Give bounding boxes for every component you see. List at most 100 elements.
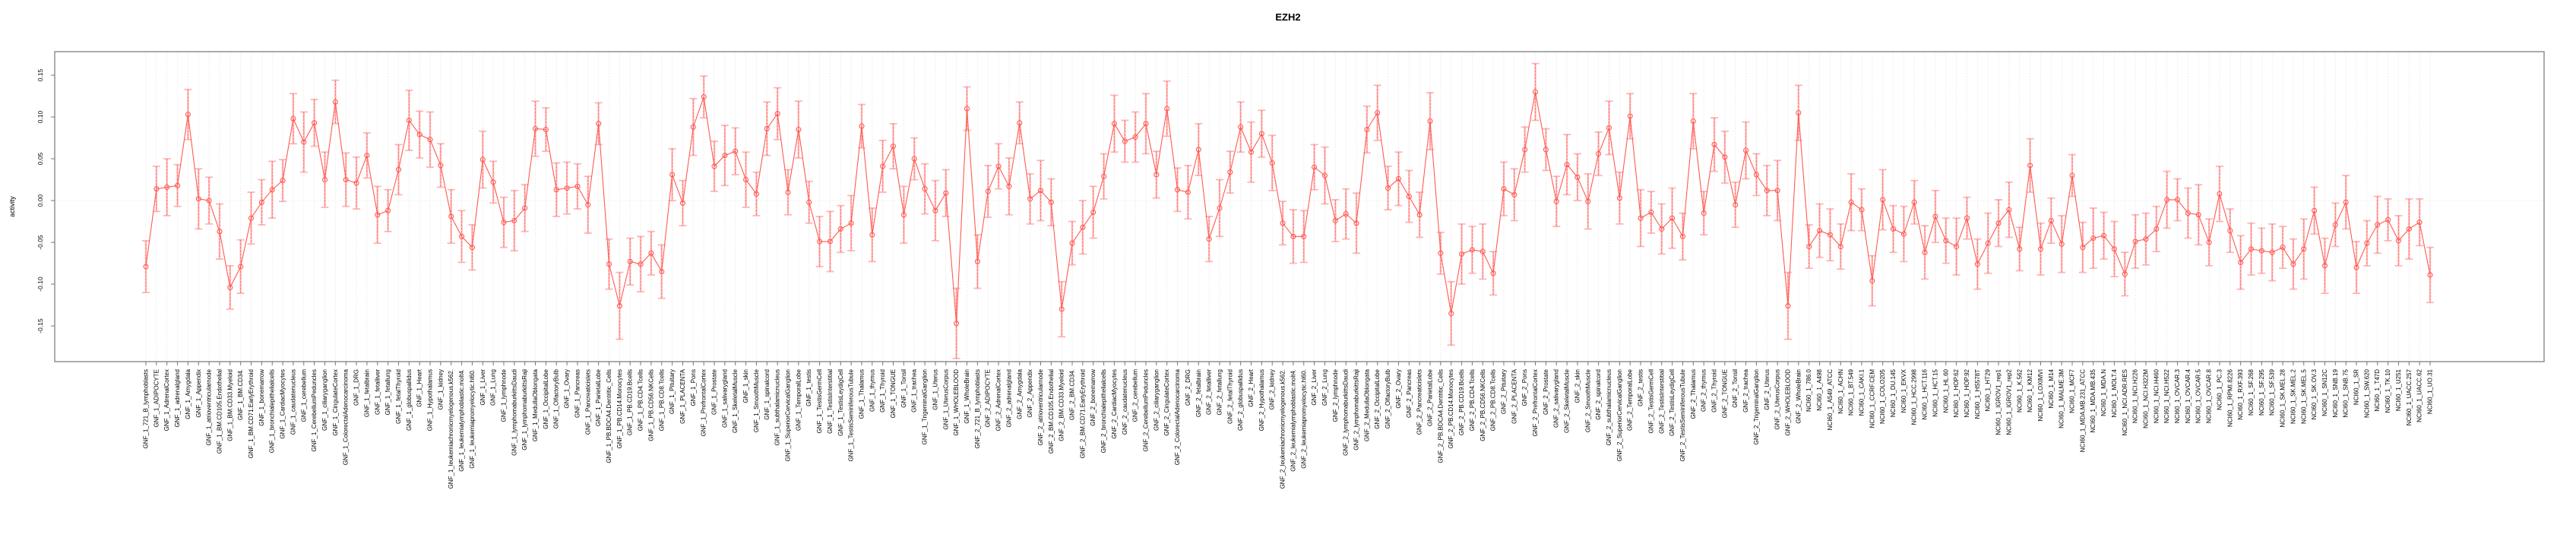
x-category-label: NCI60_1_NCI.H522 [2163, 368, 2170, 423]
x-category-label: NCI60_1_HCT.15 [1932, 368, 1938, 416]
data-point [2174, 197, 2181, 203]
x-category-label: GNF_1_fetalliver [374, 369, 381, 415]
data-point [1511, 191, 1517, 198]
data-point [1585, 198, 1591, 204]
x-category-label: GNF_2_leukemiachronicmyelogenous.k562. [1280, 369, 1286, 489]
x-category-label: GNF_2_lymphomaburkittsDaudi [1343, 369, 1350, 456]
x-category-label: NCI60_1_LOXIMVI [2037, 369, 2044, 421]
x-category-label: NCI60_1_SF.268 [2248, 368, 2255, 415]
x-category-label: NCI60_1_HCC.2998 [1911, 368, 1918, 425]
x-category-label: GNF_1_TestisInterstitial [827, 369, 834, 434]
x-category-label: GNF_2_TestisSeminiferousTubule [1679, 368, 1686, 461]
data-point [659, 268, 665, 275]
data-point [1890, 226, 1897, 232]
data-point [1375, 109, 1381, 116]
x-category-label: NCI60_1_HCT.116 [1922, 368, 1929, 419]
data-point [1774, 188, 1780, 194]
data-point [2185, 210, 2191, 217]
x-category-label: GNF_2_spinalcord [1595, 369, 1602, 420]
data-point [427, 137, 433, 143]
x-category-label: GNF_1_UterusCorpus [942, 369, 949, 430]
data-point [1217, 205, 1223, 211]
x-category-label: NCI60_1_PC.3 [2216, 368, 2223, 409]
data-point [1122, 138, 1128, 144]
x-category-label: GNF_1_spinalcord [764, 369, 771, 420]
data-point [711, 163, 717, 169]
x-category-label: NCI60_1_SR [2353, 369, 2360, 405]
data-point [817, 239, 823, 245]
data-point [1469, 247, 1475, 253]
x-category-label: GNF_2_atrioventricularnode [1037, 368, 1044, 445]
data-point [1574, 174, 1581, 180]
x-category-label: GNF_2_Liver [1311, 369, 1318, 406]
x-category-label: GNF_1_WholeBrain [964, 369, 970, 424]
x-category-label: GNF_2_TestisGermCell [1647, 369, 1654, 434]
data-point [985, 188, 991, 194]
x-category-label: GNF_2_Appendix [1027, 369, 1033, 418]
data-point [1743, 147, 1749, 153]
data-point [1553, 198, 1559, 204]
x-category-label: GNF_2_Amygdala [1016, 368, 1023, 419]
x-category-label: GNF_1_PrefrontalCortex [701, 369, 707, 436]
x-category-label: GNF_1_leukemiachronicmyelogenous.k562. [448, 369, 454, 489]
x-category-label: NCI60_1_OVCAR.4 [2185, 368, 2191, 423]
data-point [995, 163, 1002, 169]
x-category-label: GNF_2_fetalThyroid [1226, 369, 1233, 424]
data-point [2090, 235, 2097, 242]
x-category-label: NCI60_1_OVCAR.5 [2195, 368, 2202, 423]
data-point [669, 172, 676, 178]
data-point [395, 166, 402, 172]
data-point [1869, 278, 1875, 284]
x-category-label: GNF_1_fetallung [385, 369, 391, 415]
data-point [1290, 233, 1296, 239]
x-category-label: NCI60_1_EKVX [1900, 368, 1907, 413]
data-point [1722, 154, 1728, 160]
x-category-label: GNF_2_WHOLEBLOOD [1785, 369, 1792, 436]
x-category-label: GNF_2_Pancreas [1406, 369, 1413, 418]
data-point [448, 213, 454, 220]
x-category-label: GNF_2_CardiacMyocytes [1111, 369, 1118, 439]
data-point [848, 220, 854, 226]
x-category-label: GNF_1_fetalThyroid [395, 369, 402, 424]
x-category-label: GNF_1_Ovary [564, 369, 571, 409]
x-category-label: GNF_1_TONGUE [890, 369, 897, 418]
data-point [1932, 213, 1938, 220]
data-point [859, 123, 865, 129]
data-point [2406, 226, 2412, 232]
data-point [1479, 248, 1486, 255]
data-point [353, 180, 359, 186]
data-point [1596, 150, 1602, 157]
data-point [785, 189, 791, 195]
data-point [774, 111, 780, 117]
x-category-label: GNF_1_leukemiapromyelocytic.hl60. [469, 369, 476, 469]
x-category-label: GNF_2_ParietalLobe [1427, 368, 1434, 426]
data-point [733, 148, 739, 154]
x-category-label: GNF_2_ciliaryganglion [1153, 369, 1160, 431]
x-category-label: GNF_1_Pituitary [669, 369, 676, 414]
x-category-label: GNF_2_CingulateCortex [1163, 369, 1170, 436]
data-point [1679, 233, 1686, 239]
data-point [796, 126, 802, 133]
data-point [2238, 259, 2244, 265]
x-category-label: GNF_1_cerebellum [300, 369, 307, 422]
x-category-label: GNF_1_ADIPOCYTE [153, 369, 160, 427]
data-point [2195, 212, 2201, 218]
x-category-label: NCI60_1_SK.MEL.5 [2300, 368, 2307, 424]
x-category-label: NCI60_1_SN12C [2321, 369, 2328, 416]
x-category-label: GNF_1_Thyroid [879, 369, 886, 413]
x-category-label: GNF_1_BM.CD34. [237, 369, 244, 420]
data-point [1490, 270, 1496, 277]
x-category-label: NCI60_1_RPMI.8226 [2226, 368, 2233, 427]
y-tick-label: 0.10 [36, 110, 44, 123]
x-category-label: GNF_2_SmoothMuscle [1584, 368, 1591, 432]
x-category-label: GNF_1_kidney [437, 369, 444, 409]
x-category-label: GNF_1_Lung [490, 369, 497, 406]
data-point [1501, 186, 1507, 192]
data-point [1111, 121, 1117, 127]
data-point [2343, 199, 2349, 205]
data-point [1880, 197, 1886, 203]
x-category-label: GNF_1_Appendix [195, 369, 202, 418]
x-category-label: GNF_2_Thalamus [1690, 369, 1697, 419]
x-category-label: GNF_2_OccipitalLobe [1374, 368, 1381, 428]
x-category-label: GNF_2_UterusCorpus [1774, 369, 1781, 430]
